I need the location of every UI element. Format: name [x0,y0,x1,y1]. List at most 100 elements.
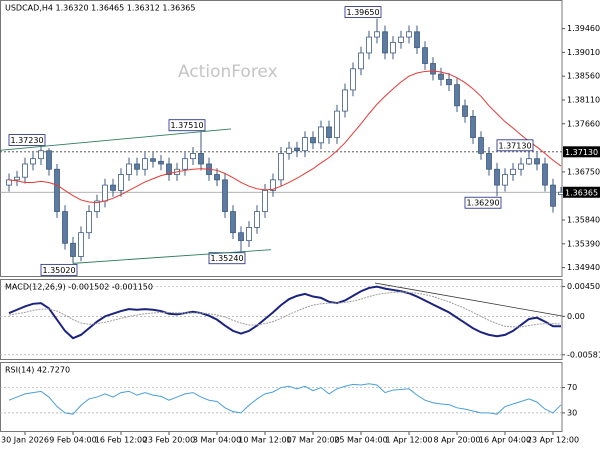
candle-body [30,158,36,165]
annotation-box [464,196,502,209]
annotation-box [168,119,206,132]
candle-body [518,163,524,170]
y-tick-label: 1.39460 [567,24,600,33]
candle-body [534,158,540,165]
candle-body [510,168,516,175]
candle-body [182,158,188,170]
watermark: ActionForex [178,62,278,82]
candle-body [158,160,164,165]
x-tick-label: 3 Mar 04:00 [193,436,241,445]
candle-body [446,78,452,86]
y-tick-label: 1.39010 [567,48,600,57]
x-tick-label: 23 Apr 12:00 [527,436,579,445]
candle-body [14,176,20,181]
candle-body [382,31,388,54]
annotation-box [40,263,78,276]
candle-body [310,137,316,144]
candle-body [70,242,76,257]
candle-body [102,184,108,202]
candle-body [454,84,460,107]
candle-body [62,211,68,244]
annotation-label: 1.37510 [170,121,203,130]
candle-body [278,152,284,181]
candle-body [262,190,268,212]
candle-body [302,137,308,152]
candle-body [38,150,44,160]
candle-body [478,137,484,154]
candle-body [422,47,428,64]
candle-body [494,168,500,186]
candle-body [22,163,28,178]
candle-body [6,179,12,186]
candle-body [150,158,156,162]
candle-body [110,184,116,191]
candle-body [326,126,332,138]
y-tick-label: 1.34940 [567,263,600,272]
y-tick-label: 1.36750 [567,167,600,176]
panel-frame [0,362,563,432]
level-label: 1.37130 [565,148,598,157]
panel-title: RSI(14) 42.7270 [5,366,70,375]
candle-body [78,232,84,257]
candle-body [470,115,476,138]
candle-body [526,158,532,165]
candle-body [486,152,492,170]
candle-body [134,163,140,170]
candle-body [430,63,436,75]
candle-body [230,211,236,234]
annotation-label: 1.35240 [210,254,243,263]
annotation-label: 1.36290 [466,199,499,208]
candle-body [86,211,92,234]
candle-body [342,89,348,112]
trend-line [72,249,272,264]
y-tick-label: 1.38110 [567,95,600,104]
candle-body [366,36,372,54]
level-tag [563,186,600,198]
candle-body [502,174,508,186]
candle-body [198,152,204,165]
candle-body [390,41,396,54]
level-tag [563,146,600,158]
y-tick-label: 1.35840 [567,216,600,225]
y-tick-label: 1.37660 [567,119,600,128]
y-tick-label: 70 [567,383,577,392]
candle-body [318,126,324,144]
candle-body [398,36,404,43]
y-tick-label: 0.00 [567,312,585,321]
annotation-box [496,139,534,152]
annotation-label: 1.35020 [42,266,75,275]
candle-body [334,110,340,138]
candle-body [222,179,228,212]
candle-body [406,31,412,38]
annotation-label: 1.37130 [498,141,531,150]
candle-body [438,73,444,80]
y-tick-label: 0.004507 [567,282,600,291]
panel-title: MACD(12,26,9) -0.001502 -0.001150 [5,283,153,292]
candle-body [350,68,356,91]
candle-body [94,200,100,212]
panel-frame [0,0,563,277]
candle-body [414,31,420,49]
panel-title: USDCAD,H4 1.36320 1.36465 1.36312 1.3636… [5,4,195,13]
candle-body [118,174,124,191]
panel-frame [0,279,563,360]
candle-body [358,52,364,70]
moving-average [8,70,562,204]
candle-body [166,163,172,175]
candle-body [270,179,276,191]
x-tick-label: 17 Mar 20:00 [286,436,339,445]
y-tick-label: -0.005813 [567,350,600,359]
annotation-label: 1.39650 [346,8,379,17]
candle-body [142,158,148,170]
candle-body [190,152,196,160]
candle-body [254,211,260,228]
y-tick-label: 1.35390 [567,239,600,248]
candle-body [550,184,556,207]
candle-body [46,150,52,170]
candle-body [286,147,292,154]
macd-trend-line [374,282,563,317]
x-tick-label: 16 Feb 12:00 [95,436,147,445]
x-tick-label: 25 Mar 04:00 [334,436,387,445]
annotation-label: 1.37230 [10,136,43,145]
